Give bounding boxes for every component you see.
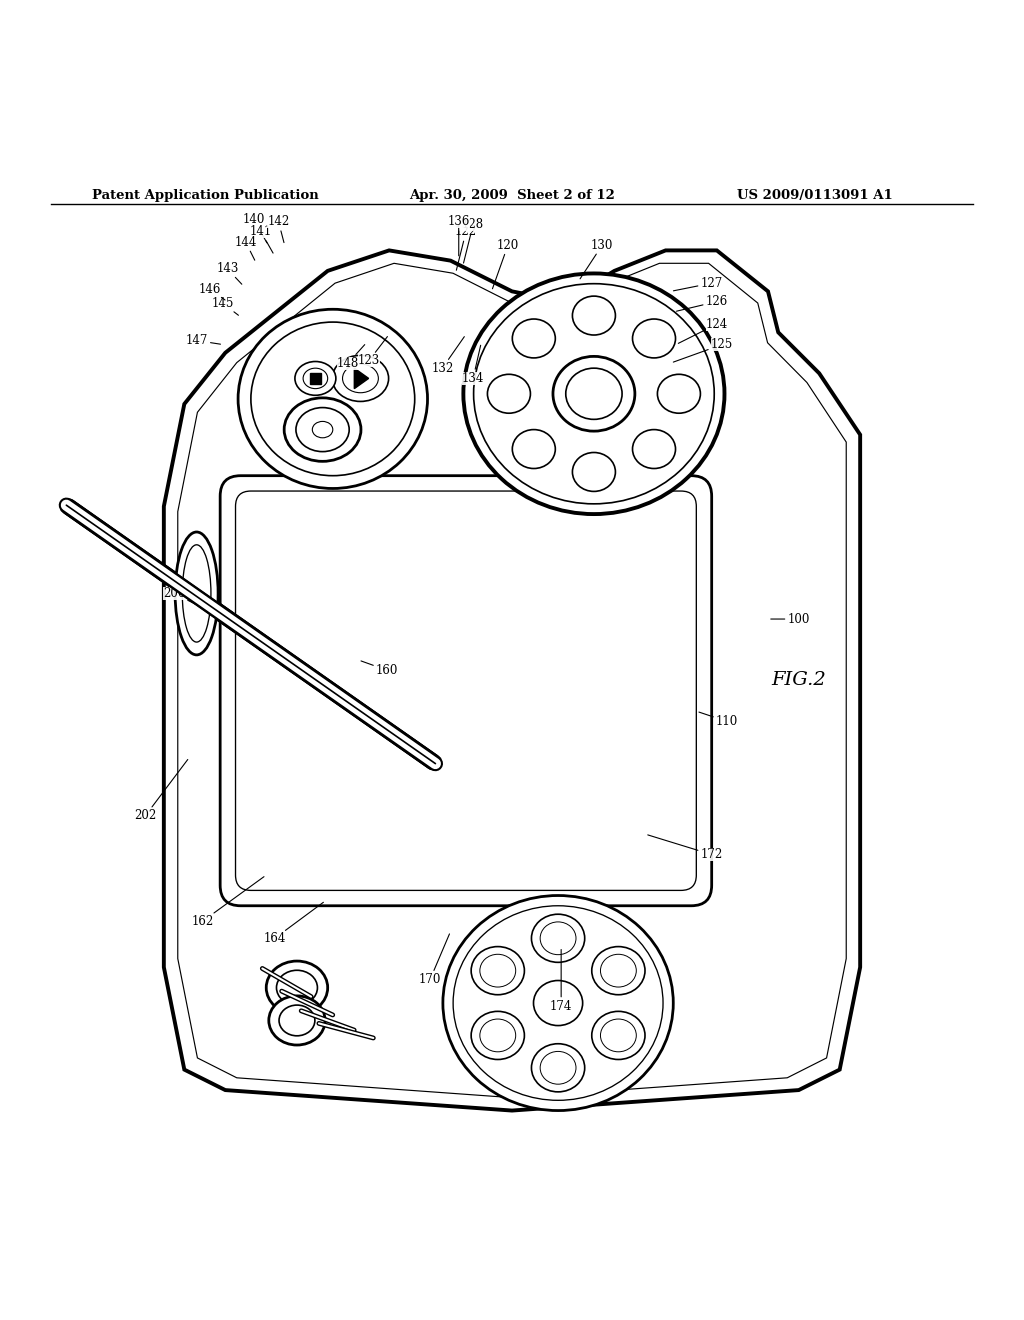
Ellipse shape — [633, 429, 676, 469]
Ellipse shape — [480, 954, 516, 987]
Text: 142: 142 — [267, 215, 290, 243]
Text: 202: 202 — [134, 759, 187, 822]
Ellipse shape — [471, 1011, 524, 1060]
Text: 134: 134 — [462, 346, 484, 385]
FancyArrowPatch shape — [69, 507, 433, 762]
Text: Apr. 30, 2009  Sheet 2 of 12: Apr. 30, 2009 Sheet 2 of 12 — [410, 189, 615, 202]
Ellipse shape — [600, 1019, 636, 1052]
Ellipse shape — [312, 421, 333, 438]
Ellipse shape — [175, 532, 218, 655]
Ellipse shape — [276, 970, 317, 1005]
Ellipse shape — [238, 309, 428, 488]
Ellipse shape — [266, 961, 328, 1014]
Ellipse shape — [572, 296, 615, 335]
Text: 147: 147 — [185, 334, 220, 347]
Text: 170: 170 — [419, 935, 450, 986]
Text: 145: 145 — [212, 297, 239, 315]
Ellipse shape — [296, 408, 349, 451]
Text: 128: 128 — [462, 218, 484, 263]
Text: 130: 130 — [580, 239, 613, 279]
Ellipse shape — [487, 375, 530, 413]
Text: 160: 160 — [361, 661, 398, 677]
Text: 141: 141 — [250, 226, 273, 253]
Text: 162: 162 — [191, 876, 264, 928]
Text: 127: 127 — [674, 277, 723, 290]
Text: 144: 144 — [234, 236, 257, 260]
FancyArrowPatch shape — [69, 507, 433, 762]
Text: 140: 140 — [243, 213, 267, 243]
Text: 200: 200 — [163, 587, 213, 612]
Ellipse shape — [531, 1044, 585, 1092]
Ellipse shape — [473, 284, 715, 504]
Ellipse shape — [285, 397, 361, 462]
Text: 146: 146 — [199, 282, 225, 300]
Ellipse shape — [463, 273, 725, 513]
FancyArrowPatch shape — [69, 507, 433, 762]
Text: 110: 110 — [699, 711, 738, 727]
Ellipse shape — [512, 319, 555, 358]
Polygon shape — [310, 374, 321, 384]
Ellipse shape — [541, 921, 575, 954]
Ellipse shape — [572, 453, 615, 491]
Ellipse shape — [592, 946, 645, 995]
Ellipse shape — [443, 895, 674, 1110]
Text: 125: 125 — [674, 338, 733, 362]
Text: 132: 132 — [431, 337, 464, 375]
Ellipse shape — [512, 429, 555, 469]
Text: US 2009/0113091 A1: US 2009/0113091 A1 — [737, 189, 893, 202]
Text: 123: 123 — [357, 337, 387, 367]
Ellipse shape — [295, 362, 336, 395]
Text: 164: 164 — [263, 903, 324, 945]
Ellipse shape — [454, 906, 664, 1101]
Ellipse shape — [553, 356, 635, 432]
Text: 126: 126 — [677, 296, 728, 312]
Polygon shape — [164, 251, 860, 1110]
Ellipse shape — [565, 368, 622, 420]
Ellipse shape — [279, 1005, 315, 1036]
Ellipse shape — [531, 915, 585, 962]
Ellipse shape — [657, 375, 700, 413]
Ellipse shape — [633, 319, 676, 358]
Ellipse shape — [303, 368, 328, 388]
Text: Patent Application Publication: Patent Application Publication — [92, 189, 318, 202]
Ellipse shape — [251, 322, 415, 475]
Text: 143: 143 — [216, 263, 242, 284]
FancyBboxPatch shape — [236, 491, 696, 891]
Ellipse shape — [600, 954, 636, 987]
FancyBboxPatch shape — [220, 475, 712, 906]
Ellipse shape — [268, 995, 326, 1045]
Ellipse shape — [541, 1052, 575, 1084]
Ellipse shape — [332, 355, 389, 401]
Text: 120: 120 — [493, 239, 519, 289]
Text: 174: 174 — [550, 949, 572, 1012]
Ellipse shape — [534, 981, 583, 1026]
Text: 122: 122 — [455, 226, 477, 271]
Polygon shape — [354, 368, 369, 388]
Ellipse shape — [182, 545, 211, 642]
Text: 100: 100 — [771, 612, 810, 626]
Text: 124: 124 — [678, 318, 728, 343]
Text: FIG.2: FIG.2 — [771, 672, 826, 689]
Ellipse shape — [342, 364, 379, 393]
Ellipse shape — [592, 1011, 645, 1060]
Ellipse shape — [471, 946, 524, 995]
Text: 148: 148 — [337, 345, 365, 370]
Ellipse shape — [480, 1019, 516, 1052]
Text: 172: 172 — [648, 834, 723, 861]
Text: 136: 136 — [447, 215, 470, 256]
